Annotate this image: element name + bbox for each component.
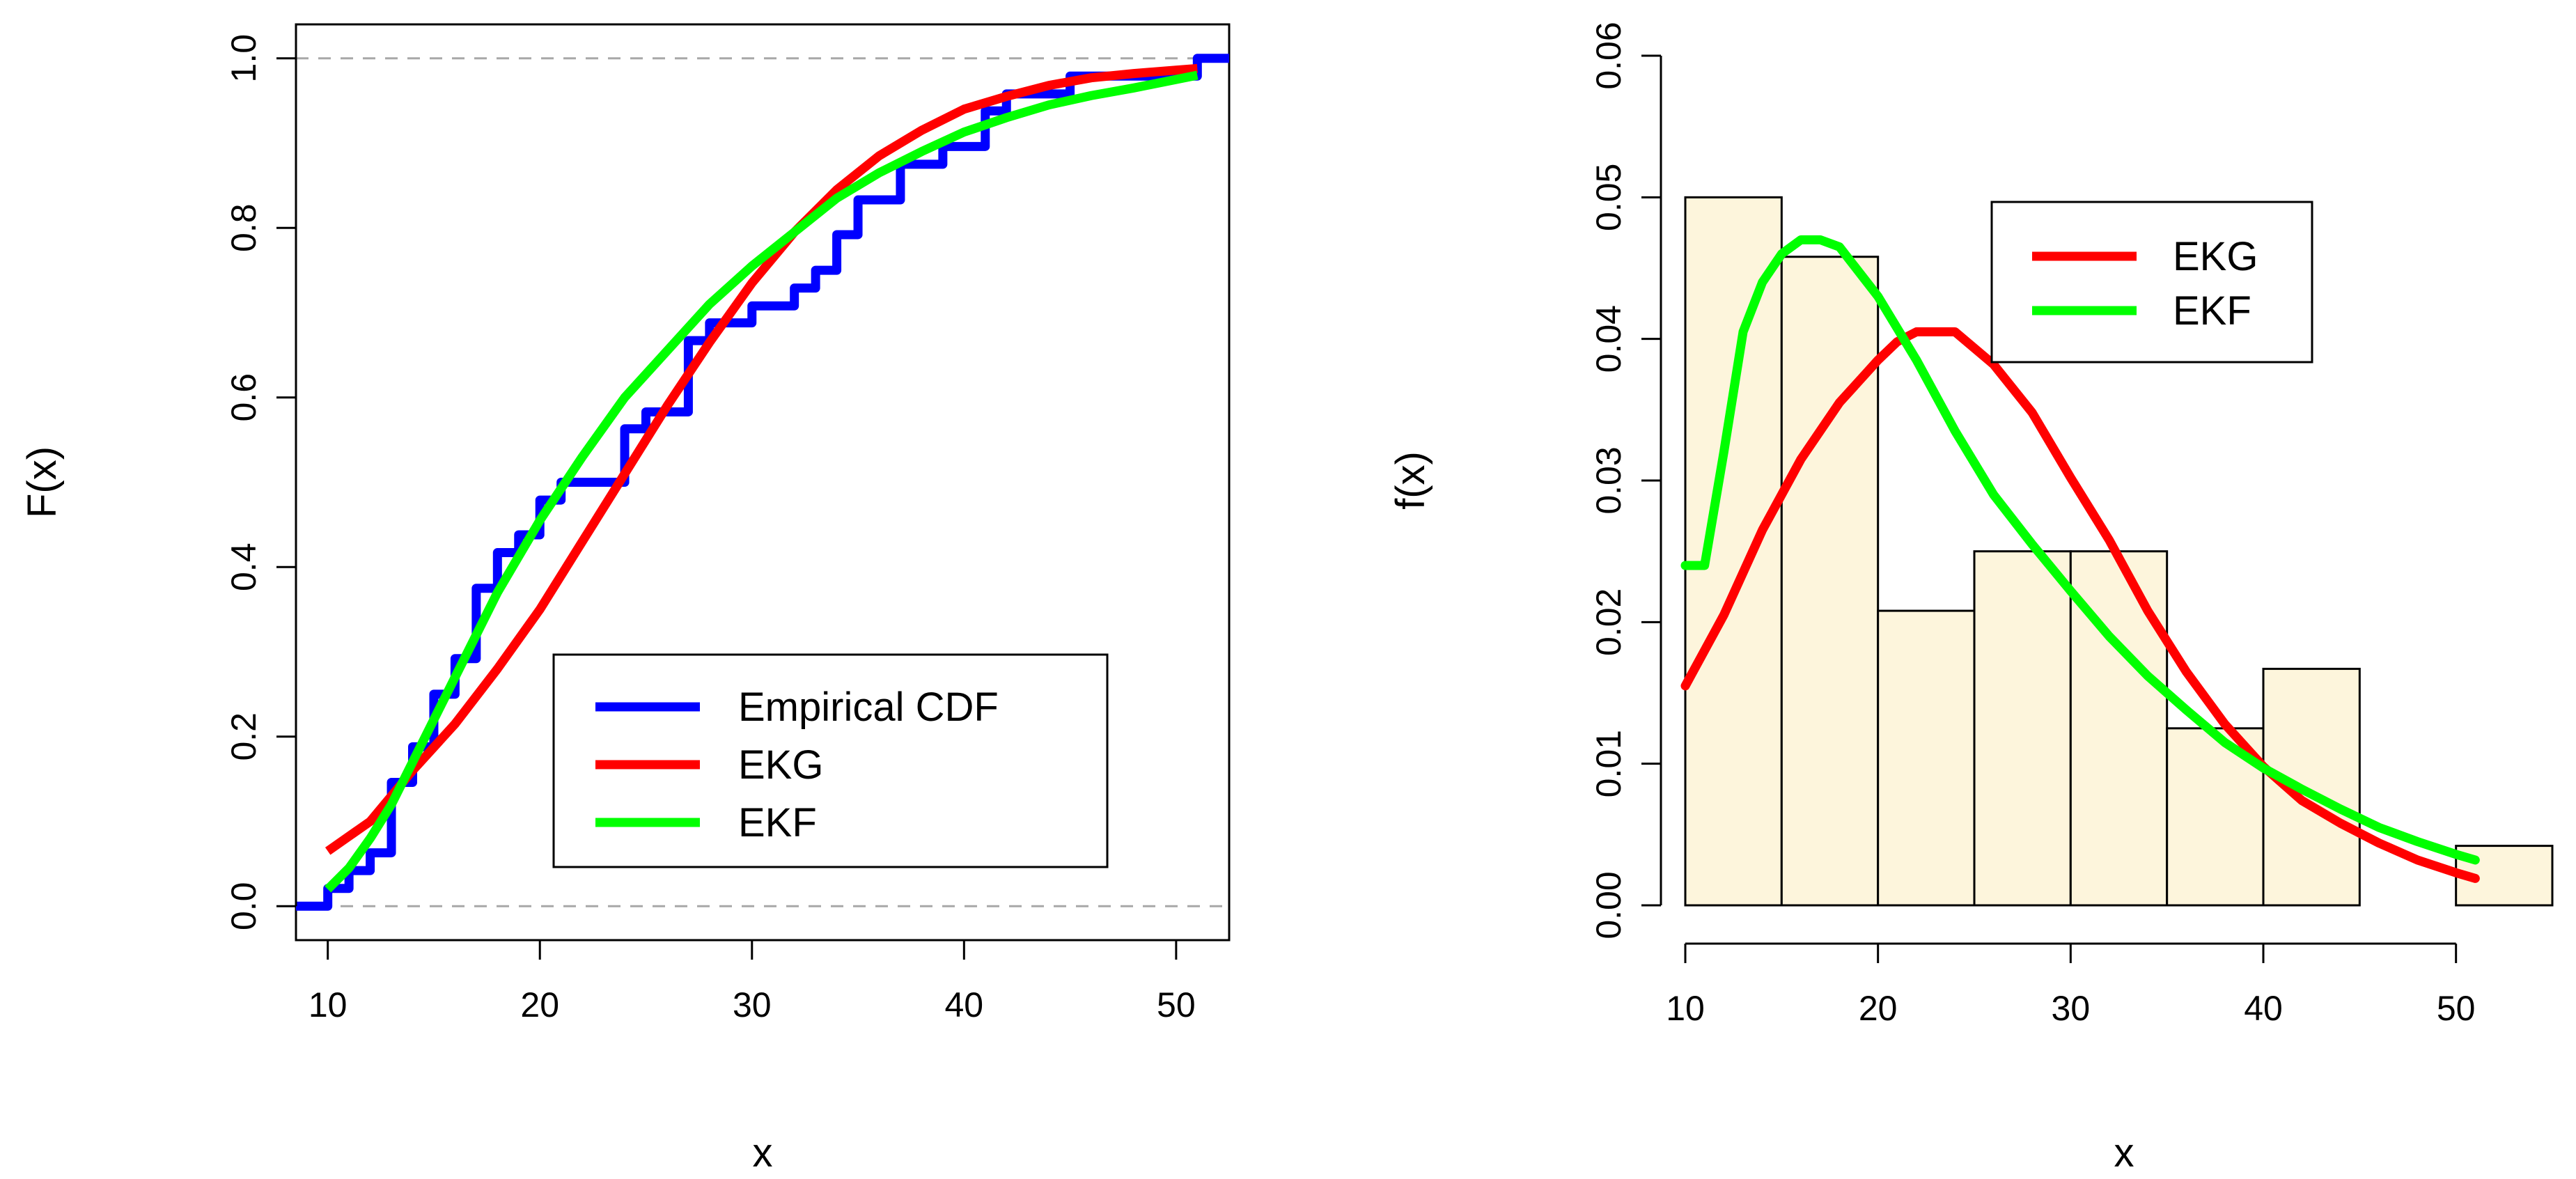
y-tick-label: 0.03 [1589, 446, 1628, 514]
density-curve-ekf [1680, 235, 2480, 865]
histogram-bar [1877, 609, 1976, 907]
histogram-bar [1973, 550, 2072, 907]
histogram-bar [2262, 667, 2361, 907]
legend-label: EKF [738, 800, 817, 845]
legend: EKG EKF [1990, 201, 2313, 364]
x-tick-label: 30 [2052, 989, 2091, 1028]
legend: Empirical CDF EKG EKF [552, 653, 1109, 868]
x-tick-label: 40 [2244, 989, 2283, 1028]
y-tick-label: 0.06 [1589, 22, 1628, 89]
x-tick-label: 10 [309, 985, 348, 1024]
y-tick-label: 0.00 [1589, 871, 1628, 939]
x-tick-label: 50 [1157, 985, 1196, 1024]
density-panel: 10 20 30 40 50 x 0.00 0.01 0.02 0.03 0.04 0.05 0.06 f… [1388, 22, 2554, 1176]
x-tick-label: 40 [945, 985, 984, 1024]
x-tick-label: 10 [1666, 989, 1705, 1028]
y-tick-label: 0.2 [224, 712, 263, 761]
cdf-panel: 10 20 30 40 50 x 0.0 0.2 0.4 0.6 0.8 1.0 F(x) Empiric… [19, 23, 1231, 1176]
legend-label: EKG [738, 742, 824, 788]
x-axis-title: x [753, 1130, 773, 1176]
y-tick-label: 0.01 [1589, 730, 1628, 797]
legend-box [1990, 201, 2313, 364]
y-tick-label: 0.04 [1589, 305, 1628, 373]
x-axis-title: x [2114, 1130, 2134, 1176]
y-tick-label: 0.02 [1589, 588, 1628, 656]
histogram-bar [1684, 196, 1783, 907]
x-tick-label: 30 [733, 985, 772, 1024]
y-tick-label: 0.05 [1589, 164, 1628, 231]
y-axis-title: F(x) [19, 446, 65, 518]
x-tick-label: 20 [1859, 989, 1898, 1028]
y-tick-label: 0.0 [224, 882, 263, 931]
density-curve-ekg [1680, 327, 2480, 883]
x-tick-label: 50 [2437, 989, 2476, 1028]
y-tick-label: 1.0 [224, 34, 263, 83]
series-line-ekg [325, 63, 1198, 855]
x-tick-label: 20 [520, 985, 559, 1024]
legend-label: EKF [2173, 288, 2251, 334]
y-tick-label: 0.4 [224, 543, 263, 592]
legend-label: EKG [2173, 234, 2258, 279]
y-tick-label: 0.8 [224, 203, 263, 252]
y-tick-label: 0.6 [224, 373, 263, 422]
histogram-bar [1780, 256, 1880, 907]
legend-label: Empirical CDF [738, 685, 999, 730]
y-axis-title: f(x) [1388, 451, 1433, 510]
series-line-ekf [325, 70, 1199, 893]
